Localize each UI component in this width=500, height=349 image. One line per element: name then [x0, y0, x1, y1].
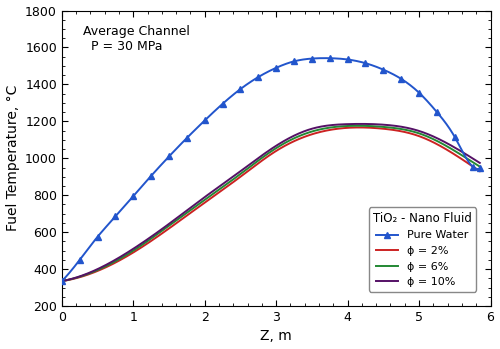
ϕ = 6%: [468, 159, 473, 163]
ϕ = 10%: [285, 137, 291, 141]
Pure Water: [434, 110, 440, 114]
ϕ = 2%: [285, 142, 291, 146]
ϕ = 2%: [477, 169, 483, 173]
ϕ = 10%: [59, 279, 65, 283]
ϕ = 10%: [308, 127, 314, 131]
Pure Water: [398, 77, 404, 81]
Pure Water: [148, 174, 154, 178]
Pure Water: [220, 102, 226, 106]
Pure Water: [166, 154, 172, 158]
ϕ = 6%: [477, 164, 483, 169]
Pure Water: [344, 57, 350, 61]
ϕ = 2%: [260, 158, 266, 162]
Pure Water: [130, 194, 136, 198]
ϕ = 6%: [285, 139, 291, 143]
Pure Water: [380, 68, 386, 72]
ϕ = 6%: [258, 157, 264, 161]
Pure Water: [452, 135, 458, 139]
ϕ = 2%: [308, 133, 314, 137]
Pure Water: [273, 66, 279, 70]
ϕ = 10%: [258, 155, 264, 159]
X-axis label: Z, m: Z, m: [260, 329, 292, 343]
ϕ = 6%: [308, 130, 314, 134]
Pure Water: [416, 91, 422, 95]
Line: ϕ = 2%: ϕ = 2%: [62, 127, 480, 281]
ϕ = 10%: [358, 122, 364, 126]
Pure Water: [291, 59, 297, 64]
Line: ϕ = 6%: ϕ = 6%: [62, 126, 480, 281]
Pure Water: [309, 57, 315, 61]
ϕ = 6%: [59, 279, 65, 283]
ϕ = 6%: [260, 155, 266, 159]
ϕ = 10%: [468, 155, 473, 159]
ϕ = 10%: [402, 125, 408, 129]
Pure Water: [238, 87, 244, 91]
Line: ϕ = 10%: ϕ = 10%: [62, 124, 480, 281]
ϕ = 2%: [402, 130, 408, 134]
Text: Average Channel
  P = 30 MPa: Average Channel P = 30 MPa: [84, 25, 190, 53]
Line: Pure Water: Pure Water: [58, 55, 484, 284]
ϕ = 2%: [59, 279, 65, 283]
Pure Water: [59, 279, 65, 283]
Pure Water: [477, 166, 483, 171]
ϕ = 10%: [477, 161, 483, 165]
Pure Water: [184, 136, 190, 140]
Legend: Pure Water, ϕ = 2%, ϕ = 6%, ϕ = 10%: Pure Water, ϕ = 2%, ϕ = 6%, ϕ = 10%: [368, 208, 476, 292]
Pure Water: [76, 258, 82, 262]
ϕ = 2%: [468, 163, 473, 167]
Pure Water: [112, 214, 118, 218]
ϕ = 10%: [260, 153, 266, 157]
ϕ = 6%: [354, 124, 360, 128]
Pure Water: [327, 56, 333, 60]
Pure Water: [256, 75, 262, 79]
ϕ = 2%: [356, 125, 362, 129]
Pure Water: [470, 164, 476, 169]
Pure Water: [94, 235, 100, 239]
ϕ = 2%: [258, 160, 264, 164]
Y-axis label: Fuel Temperature, °C: Fuel Temperature, °C: [6, 85, 20, 231]
Pure Water: [202, 118, 207, 122]
Pure Water: [362, 61, 368, 65]
ϕ = 6%: [402, 128, 408, 132]
